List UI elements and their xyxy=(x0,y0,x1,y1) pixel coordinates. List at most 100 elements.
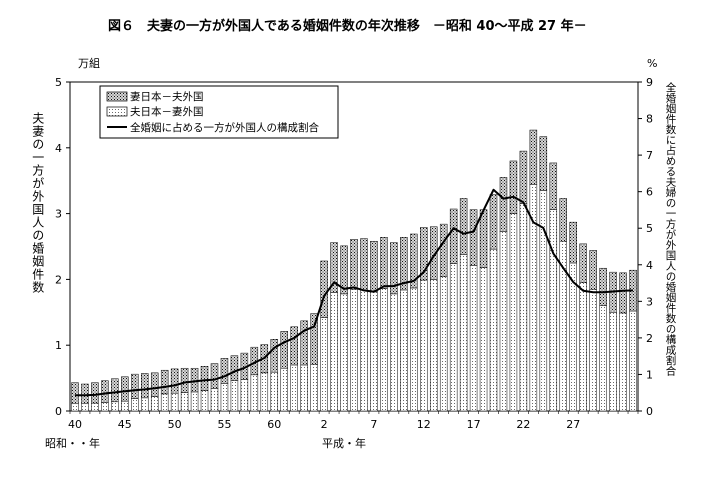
right-tick-label: 5 xyxy=(646,222,653,235)
right-tick-label: 4 xyxy=(646,259,653,272)
bar-husband-japan xyxy=(210,388,219,412)
legend-swatch-husband-japan xyxy=(106,106,128,117)
legend-label-wife-japan: 妻日本－夫外国 xyxy=(130,90,204,103)
bar-husband-japan xyxy=(429,279,438,412)
bar-husband-japan xyxy=(160,393,169,412)
bar-husband-japan xyxy=(629,310,637,412)
bar-husband-japan xyxy=(330,292,338,412)
bar-husband-japan xyxy=(360,289,368,412)
bar-husband-japan xyxy=(609,312,617,412)
left-tick-label: 5 xyxy=(55,76,62,89)
x-tick-label: 55 xyxy=(217,418,231,431)
bar-wife-japan xyxy=(599,267,607,306)
right-axis-ticks: 0 1 2 3 4 5 6 7 8 9 xyxy=(638,76,653,418)
bar-husband-japan xyxy=(140,397,149,412)
bar-wife-japan xyxy=(81,383,89,405)
bar-wife-japan xyxy=(499,177,508,232)
bar-husband-japan xyxy=(340,293,348,412)
bar-husband-japan xyxy=(290,364,298,412)
bar-husband-japan xyxy=(350,289,358,412)
bar-husband-japan xyxy=(220,383,229,412)
bar-husband-japan xyxy=(101,402,109,412)
bar-husband-japan xyxy=(91,402,99,412)
bar-husband-japan xyxy=(180,392,189,412)
bar-wife-japan xyxy=(210,363,219,389)
bar-husband-japan xyxy=(260,372,269,412)
ratio-line-series xyxy=(75,188,634,397)
bar-wife-japan xyxy=(569,221,577,264)
bar-wife-japan xyxy=(589,250,597,290)
bar-wife-japan xyxy=(150,372,159,397)
left-axis-unit: 万組 xyxy=(78,57,100,70)
right-tick-label: 3 xyxy=(646,295,653,308)
bar-wife-japan xyxy=(300,320,308,366)
x-era-showa-label: 昭和・・年 xyxy=(45,436,100,450)
right-tick-label: 0 xyxy=(646,405,653,418)
x-tick-label: 7 xyxy=(370,418,377,431)
bar-husband-japan xyxy=(479,267,488,412)
right-axis-title: 全婚姻件数に占める夫婦の一方が外国人の婚姻件数の構成割合 xyxy=(664,82,677,376)
bar-husband-japan xyxy=(459,254,468,412)
bar-wife-japan xyxy=(140,373,149,399)
bar-husband-japan xyxy=(439,276,448,412)
left-tick-label: 1 xyxy=(55,339,62,352)
bar-husband-japan xyxy=(589,289,597,412)
bar-wife-japan xyxy=(350,239,358,290)
x-tick-label: 22 xyxy=(516,418,530,431)
bar-wife-japan xyxy=(200,366,209,391)
bar-husband-japan xyxy=(539,190,548,412)
bar-wife-japan xyxy=(310,313,318,365)
right-tick-label: 2 xyxy=(646,332,653,345)
bar-husband-japan xyxy=(380,288,388,412)
bar-husband-japan xyxy=(270,371,279,412)
bar-wife-japan xyxy=(619,272,627,314)
bar-wife-japan xyxy=(489,194,498,250)
bar-husband-japan xyxy=(420,279,428,412)
bar-husband-japan xyxy=(71,403,79,412)
legend: 妻日本－夫外国 夫日本－妻外国 全婚姻に占める一方が外国人の構成割合 xyxy=(99,85,339,139)
bar-husband-japan xyxy=(111,401,119,412)
bar-husband-japan xyxy=(519,203,528,412)
bar-husband-japan xyxy=(549,209,558,412)
x-tick-label: 60 xyxy=(267,418,281,431)
x-tick-label: 27 xyxy=(566,418,580,431)
left-tick-label: 0 xyxy=(55,405,62,418)
bar-husband-japan xyxy=(190,391,199,412)
bar-wife-japan xyxy=(71,382,79,405)
bar-wife-japan xyxy=(380,237,388,289)
x-era-heisei-label: 平成・年 xyxy=(322,436,366,450)
bar-husband-japan xyxy=(300,364,308,412)
bar-wife-japan xyxy=(410,233,418,289)
bar-husband-japan xyxy=(121,400,129,412)
bar-wife-japan xyxy=(479,209,488,268)
bar-wife-japan xyxy=(280,331,288,369)
bar-wife-japan xyxy=(180,367,189,393)
bar-wife-japan xyxy=(400,237,408,291)
bar-wife-japan xyxy=(429,226,438,280)
bar-husband-japan xyxy=(200,390,209,412)
bar-wife-japan xyxy=(539,136,548,191)
x-tick-label: 17 xyxy=(467,418,481,431)
x-tick-label: 12 xyxy=(417,418,431,431)
legend-swatch-wife-japan xyxy=(106,91,128,102)
legend-label-husband-japan: 夫日本－妻外国 xyxy=(130,105,204,118)
bar-wife-japan xyxy=(340,245,348,295)
bar-wife-japan xyxy=(111,378,119,403)
bar-wife-japan xyxy=(439,223,448,278)
bar-husband-japan xyxy=(469,265,478,412)
left-tick-label: 4 xyxy=(55,142,62,155)
bar-husband-japan xyxy=(599,305,607,412)
x-tick-label: 40 xyxy=(68,418,82,431)
bar-wife-japan xyxy=(190,367,199,393)
ratio-line xyxy=(75,188,634,397)
bar-husband-japan xyxy=(310,364,318,412)
bar-husband-japan xyxy=(410,287,418,412)
bar-husband-japan xyxy=(509,213,518,412)
left-axis-ticks: 0 1 2 3 4 5 xyxy=(55,76,70,418)
bar-wife-japan xyxy=(529,129,538,185)
bar-wife-japan xyxy=(559,198,568,242)
bar-husband-japan xyxy=(499,231,508,412)
bar-wife-japan xyxy=(230,355,239,381)
bar-wife-japan xyxy=(101,380,109,403)
